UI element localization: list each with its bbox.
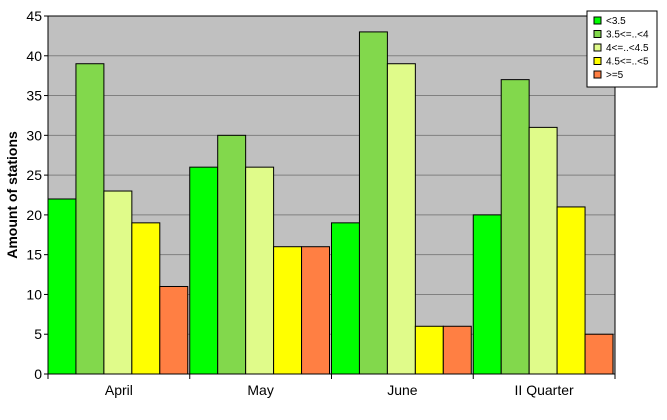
bar-2-4 [442,325,472,375]
legend-swatch [593,43,602,52]
bar-1-1 [217,134,247,375]
bar-3-4 [584,333,614,375]
y-tick-label: 20 [26,207,42,223]
x-category-label: April [105,382,133,398]
y-tick-label: 10 [26,286,42,302]
legend-label: >=5 [606,70,624,81]
bar-0-1 [75,63,105,375]
legend-label: 4.5<=..<5 [606,57,649,68]
legend: <3.5 3.5<=..<4 4<=..<4.5 4.5<=..<5 >=5 [586,10,658,88]
y-tick-label: 45 [26,8,42,24]
y-tick-label: 25 [26,167,42,183]
bar-0-2 [103,190,133,375]
y-tick-label: 35 [26,88,42,104]
bar-3-1 [500,79,530,375]
bar-1-2 [245,166,275,375]
bar-3-0 [472,214,502,375]
legend-swatch [593,16,602,25]
y-tick-label: 0 [34,366,42,382]
bar-2-0 [331,222,360,375]
legend-label: 3.5<=..<4 [606,30,649,41]
bar-1-4 [301,246,330,375]
bar-1-0 [189,166,219,375]
x-category-label: May [247,382,273,398]
y-tick-label: 5 [34,326,42,342]
legend-swatch [593,30,602,38]
bars [47,31,614,375]
y-tick-label: 30 [26,127,42,143]
bar-0-4 [159,285,189,375]
bar-3-3 [556,206,586,375]
x-category-label: June [387,382,418,398]
legend-swatch [593,70,602,79]
x-category-label: II Quarter [515,382,574,398]
y-tick-label: 15 [26,247,42,263]
y-axis-ticks: 0 5 10 15 20 25 30 35 40 45 [26,8,48,382]
y-tick-label: 40 [26,48,42,64]
legend-label: 4<=..<4.5 [606,43,649,54]
x-axis-ticks: April May June II Quarter [47,374,616,398]
bar-0-3 [131,222,161,375]
bar-2-1 [358,31,388,375]
legend-label: <3.5 [606,16,626,27]
bar-3-2 [528,126,558,375]
y-axis-label: Amount of stations [4,131,20,259]
legend-swatch [593,57,602,65]
bar-1-3 [273,246,303,375]
bar-2-2 [386,63,416,375]
bar-2-3 [414,325,444,375]
bar-0-0 [47,198,77,375]
